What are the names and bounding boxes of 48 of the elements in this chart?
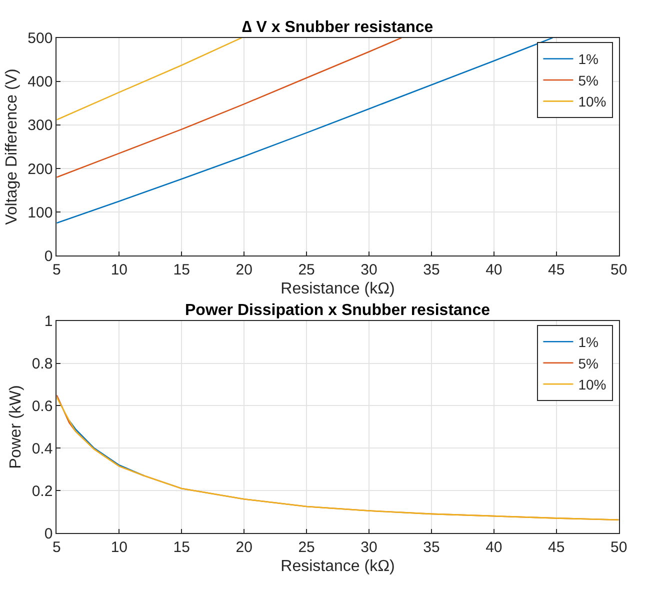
y-axis-title: Voltage Difference (V) [4,68,21,225]
x-tick-label: 35 [423,539,440,556]
x-axis-title: Resistance (kΩ) [280,558,395,575]
x-tick-label: 35 [423,262,440,279]
y-tick-label: 300 [28,117,53,134]
x-tick-label: 50 [610,539,628,556]
y-tick-label: 400 [28,74,53,91]
x-tick-label: 20 [236,539,252,556]
legend-label: 10% [578,94,606,110]
x-tick-label: 10 [110,539,128,556]
y-tick-label: 0.2 [32,482,53,500]
x-tick-label: 10 [110,262,128,279]
x-tick-label: 5 [52,539,61,556]
legend-label: 5% [578,72,598,88]
y-tick-label: 0 [44,248,53,265]
line-series [56,38,554,224]
x-axis-title: Resistance (kΩ) [280,280,395,298]
x-tick-label: 45 [548,262,565,279]
line-series [56,38,242,120]
y-tick-label: 0.4 [32,440,53,458]
x-tick-label: 5 [52,262,61,279]
line-series [56,38,402,178]
chart-title: Power Dissipation x Snubber resistance [185,302,490,319]
x-tick-label: 40 [486,262,502,279]
x-tick-label: 40 [486,539,502,556]
x-tick-label: 25 [298,539,315,556]
chart-title: ∆ V x Snubber resistance [242,19,434,36]
line-series [68,420,145,476]
x-tick-label: 15 [173,539,190,556]
legend-label: 5% [578,355,598,372]
y-tick-label: 200 [28,160,53,178]
x-tick-label: 20 [236,262,252,279]
y-tick-label: 1 [44,313,53,330]
legend-label: 10% [578,376,606,393]
y-tick-label: 100 [28,204,53,222]
x-tick-label: 50 [610,262,628,279]
x-tick-label: 45 [548,539,565,556]
x-tick-label: 15 [173,262,190,279]
y-tick-label: 0 [44,525,53,542]
legend-label: 1% [578,51,598,68]
y-tick-label: 500 [28,30,53,48]
x-tick-label: 25 [298,262,315,279]
legend-label: 1% [578,334,598,350]
y-tick-label: 0.8 [32,356,53,373]
x-tick-label: 30 [360,539,378,556]
y-axis-title: Power (kW) [8,385,25,469]
y-tick-label: 0.6 [32,398,53,415]
x-tick-label: 30 [360,262,378,279]
